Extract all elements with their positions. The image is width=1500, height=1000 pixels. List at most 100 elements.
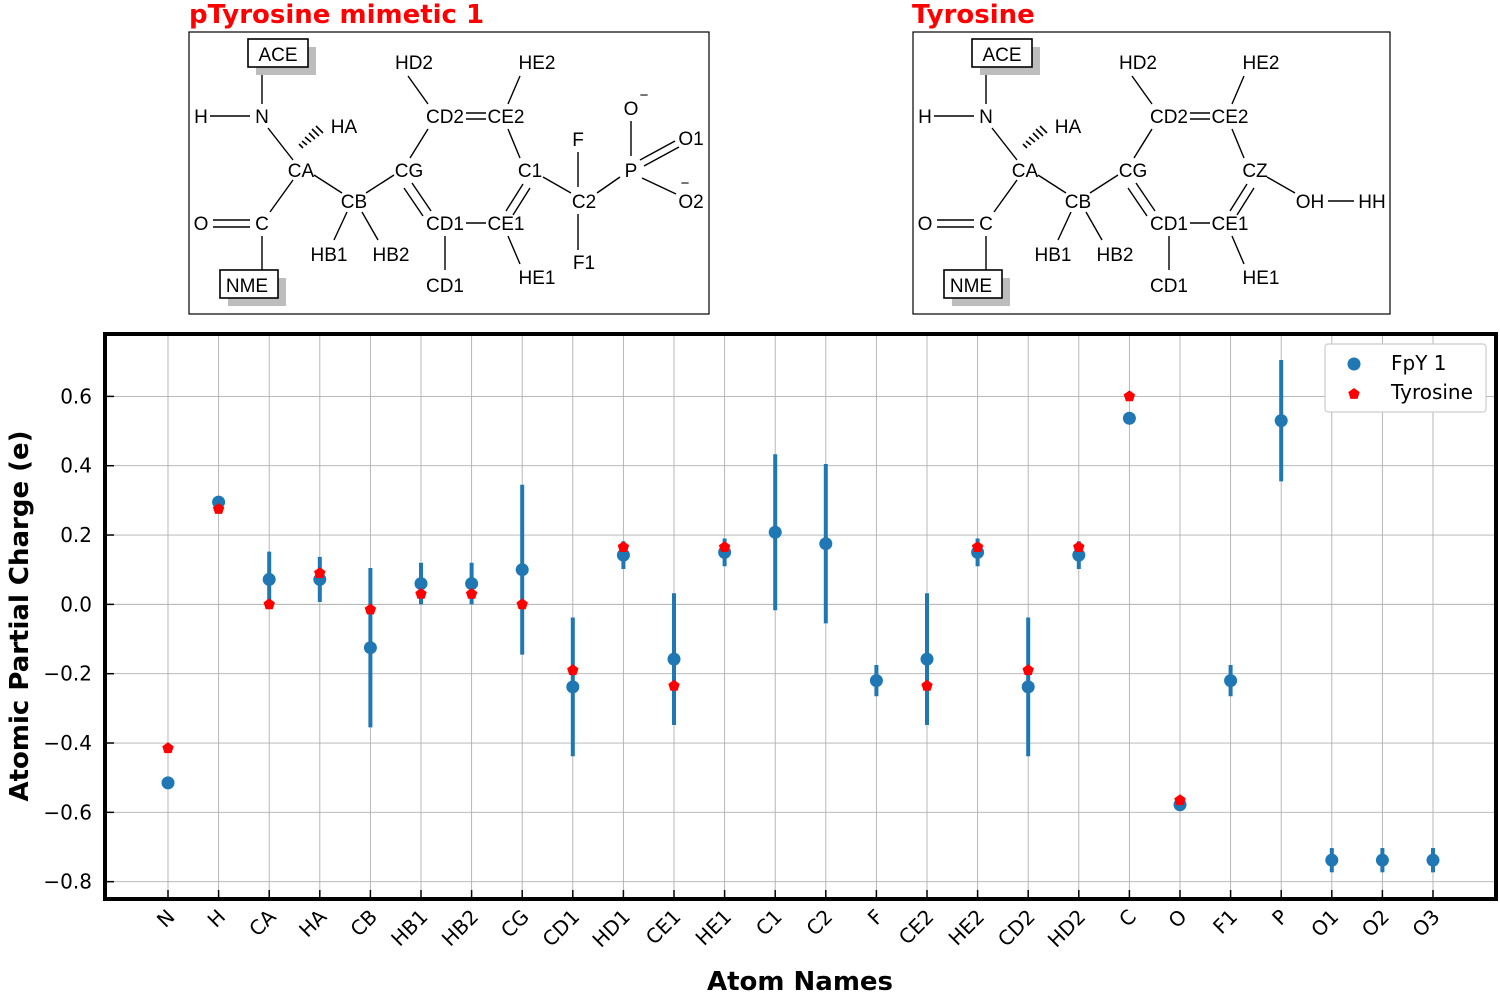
fpy1-point-cd1 [566, 680, 580, 694]
left-atom-o1: O1 [678, 129, 703, 150]
x-tick-label-cd2: CD2 [993, 905, 1040, 952]
tyrosine-point-cd2 [1022, 664, 1034, 676]
right-atom-cd1-lower: CD1 [1150, 276, 1188, 297]
x-tick-label-c: C [1114, 905, 1141, 932]
legend-box [1324, 343, 1487, 413]
y-tick-label: 0.6 [60, 384, 92, 408]
fpy1-point-f1 [1224, 674, 1238, 688]
x-tick-label-ce2: CE2 [894, 905, 939, 950]
left-atom-hb2: HB2 [373, 245, 410, 266]
right-atom-hh: HH [1358, 192, 1385, 213]
tyrosine-point-n [162, 742, 174, 754]
x-tick-label-f: F [863, 905, 888, 930]
error-bars [267, 359, 1435, 873]
y-tick-label: −0.6 [43, 800, 92, 824]
fpy1-point-cb [363, 641, 377, 655]
left-atom-o-minus: O [624, 99, 639, 120]
tyrosine-point-cd1 [567, 664, 579, 676]
fpy1-point-h [212, 495, 226, 509]
legend-marker-tyrosine [1348, 388, 1360, 399]
right-atom-cb: CB [1065, 192, 1091, 213]
left-charge-minus-1: − [640, 87, 649, 104]
data-markers [161, 390, 1440, 867]
right-atom-n: N [979, 107, 993, 128]
x-tick-label-ca: CA [244, 904, 281, 941]
left-atom-cd1-lower: CD1 [426, 276, 464, 297]
fpy1-point-o3 [1426, 853, 1440, 867]
left-atom-cd1: CD1 [426, 214, 464, 235]
x-tick-label-cd1: CD1 [538, 905, 585, 952]
x-tick-label-o1: O1 [1306, 905, 1343, 942]
tyrosine-point-o [1174, 794, 1186, 806]
right-atom-o: O [918, 214, 933, 235]
left-molecule-frame [188, 31, 710, 315]
left-atom-c2: C2 [572, 192, 596, 213]
tyrosine-point-ce1 [668, 679, 680, 691]
x-tick-label-ce1: CE1 [641, 905, 686, 950]
right-atom-c: C [979, 214, 993, 235]
fpy1-point-ce2 [920, 652, 934, 666]
right-atom-oh: OH [1296, 192, 1325, 213]
right-atom-cz: CZ [1242, 161, 1268, 182]
x-axis-label: Atom Names [707, 967, 893, 997]
fpy1-point-n [161, 776, 175, 790]
fpy1-point-c1 [768, 525, 782, 539]
tyrosine-point-ce2 [921, 679, 933, 691]
right-atom-nme: NME [950, 276, 992, 297]
right-molecule-diagram: ACE NME H N HA CA CB O C HB1 HB2 CG HD2 … [912, 31, 1391, 315]
tyrosine-point-he1 [718, 541, 731, 552]
fpy1-point-o2 [1375, 853, 1389, 867]
tyrosine-point-hb1 [415, 588, 427, 599]
left-atom-hd2: HD2 [395, 53, 433, 74]
left-charge-minus-2: − [681, 175, 690, 192]
x-tick-label-he2: HE2 [944, 905, 990, 951]
legend-label-fpy1: FpY 1 [1391, 351, 1447, 375]
x-tick-label-h: H [203, 905, 231, 933]
left-atom-c: C [255, 214, 269, 235]
tyrosine-point-he2 [971, 541, 984, 552]
left-atom-p: P [625, 161, 638, 182]
plot-frame [103, 332, 1498, 901]
fpy1-point-f [869, 674, 883, 688]
x-tick-label-o3: O3 [1407, 905, 1444, 942]
fpy1-point-ce1 [667, 652, 681, 666]
tyrosine-point-hd2 [1073, 541, 1085, 552]
tyrosine-point-cg [516, 598, 528, 610]
tyrosine-point-hb2 [465, 588, 478, 599]
right-atom-he2: HE2 [1243, 53, 1280, 74]
tyrosine-point-hd1 [617, 541, 630, 552]
fpy1-point-hb2 [465, 577, 479, 591]
x-tick-label-cb: CB [345, 905, 382, 942]
right-atom-cd1: CD1 [1150, 214, 1188, 235]
legend-marker-fpy1 [1347, 357, 1361, 371]
x-tick-label-hb2: HB2 [437, 905, 483, 951]
right-atom-h: H [918, 107, 932, 128]
x-tick-label-c2: C2 [801, 905, 837, 941]
right-atom-cg: CG [1119, 161, 1148, 182]
fpy1-point-hb1 [414, 577, 428, 591]
y-axis-label: Atomic Partial Charge (e) [5, 430, 35, 801]
y-tick-label: −0.8 [43, 870, 92, 894]
left-panel-title: pTyrosine mimetic 1 [189, 0, 485, 30]
left-atom-f: F [572, 130, 584, 151]
x-tick-label-o: O [1163, 905, 1191, 933]
left-atom-h: H [194, 107, 208, 128]
x-tick-label-n: N [152, 905, 180, 933]
y-tick-label: 0.0 [60, 592, 92, 616]
right-atom-ace: ACE [982, 45, 1021, 66]
left-atom-cd2: CD2 [426, 107, 464, 128]
tyrosine-point-c [1123, 390, 1136, 402]
right-atom-ce2: CE2 [1212, 107, 1249, 128]
chart-legend: FpY 1 Tyrosine [1324, 343, 1487, 413]
x-tick-label-p: P [1267, 905, 1293, 931]
fpy1-point-p [1274, 414, 1288, 428]
right-panel-title: Tyrosine [912, 0, 1035, 30]
left-atom-cg: CG [395, 161, 424, 182]
tyrosine-point-cb [364, 603, 377, 615]
left-atom-ha: HA [331, 117, 358, 138]
fpy1-point-cd2 [1021, 680, 1035, 694]
right-atom-hd2: HD2 [1119, 53, 1157, 74]
y-tick-label: −0.4 [43, 731, 92, 755]
left-atom-ce2: CE2 [488, 107, 525, 128]
